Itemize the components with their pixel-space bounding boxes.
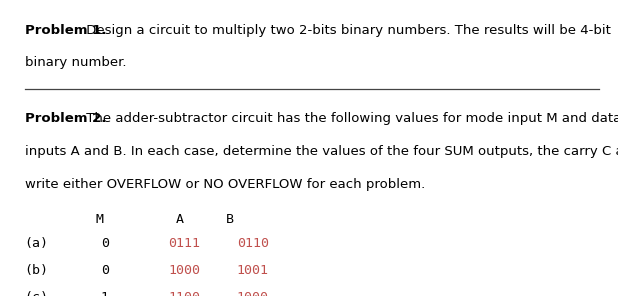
Text: 0110: 0110 [237, 237, 269, 250]
Text: M: M [96, 213, 104, 226]
Text: 0: 0 [101, 264, 109, 277]
Text: B: B [226, 213, 234, 226]
Text: (b): (b) [25, 264, 49, 277]
Text: A: A [176, 213, 184, 226]
Text: 1001: 1001 [237, 264, 269, 277]
Text: Problem 2.: Problem 2. [25, 112, 106, 126]
Text: (c): (c) [25, 291, 49, 296]
Text: inputs A and B. In each case, determine the values of the four SUM outputs, the : inputs A and B. In each case, determine … [25, 145, 618, 158]
Text: 1100: 1100 [168, 291, 200, 296]
Text: write either OVERFLOW or NO OVERFLOW for each problem.: write either OVERFLOW or NO OVERFLOW for… [25, 178, 425, 191]
Text: 1000: 1000 [168, 264, 200, 277]
Text: 1000: 1000 [237, 291, 269, 296]
Text: Design a circuit to multiply two 2-bits binary numbers. The results will be 4-bi: Design a circuit to multiply two 2-bits … [82, 24, 611, 37]
Text: 1: 1 [101, 291, 109, 296]
Text: Problem 1.: Problem 1. [25, 24, 106, 37]
Text: 0: 0 [101, 237, 109, 250]
Text: The adder-subtractor circuit has the following values for mode input M and data: The adder-subtractor circuit has the fol… [82, 112, 618, 126]
Text: binary number.: binary number. [25, 56, 126, 69]
Text: (a): (a) [25, 237, 49, 250]
Text: 0111: 0111 [168, 237, 200, 250]
